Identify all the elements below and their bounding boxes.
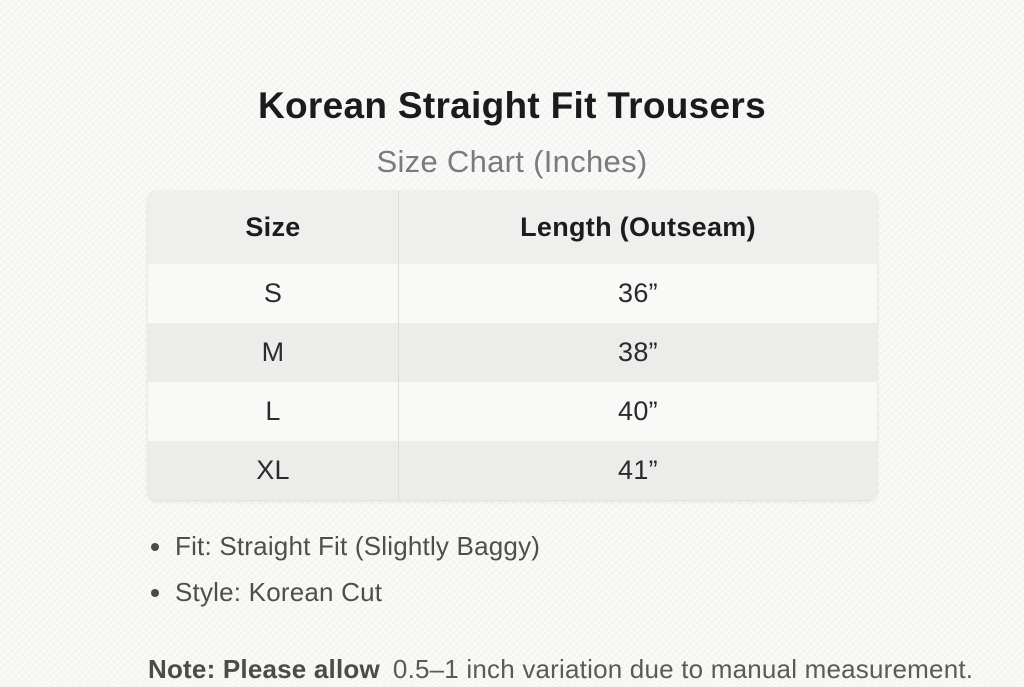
bullet-icon <box>151 589 159 597</box>
size-cell: XL <box>148 441 399 500</box>
page-subtitle: Size Chart (Inches) <box>376 143 648 179</box>
length-cell: 38” <box>618 337 658 367</box>
table-row: XL 41” <box>148 441 877 500</box>
bullet-icon <box>151 543 159 551</box>
style-detail-label: Style: Korean Cut <box>175 576 383 607</box>
fit-detail-label: Fit: Straight Fit (Slightly Baggy) <box>175 530 541 561</box>
table-row: S 36” <box>148 264 877 323</box>
note-text: 0.5–1 inch variation due to manual measu… <box>392 654 974 684</box>
length-cell: 41” <box>618 455 658 485</box>
column-header-size: Size <box>148 191 399 264</box>
detail-bullets: Fit: Straight Fit (Slightly Baggy) Style… <box>148 529 540 621</box>
size-cell: S <box>148 264 399 323</box>
table-header-row: Size Length (Outseam) <box>148 191 877 264</box>
table-row: M 38” <box>148 323 877 382</box>
note-label: Note: Please allow <box>148 654 380 684</box>
size-cell: L <box>148 382 399 441</box>
size-table: Size Length (Outseam) S 36” M 38” L 40” … <box>148 191 877 500</box>
list-item: Style: Korean Cut <box>148 575 540 609</box>
length-cell: 40” <box>618 396 658 426</box>
size-cell: M <box>148 323 399 382</box>
table-row: L 40” <box>148 382 877 441</box>
measurement-note: Note: Please allow 0.5–1 inch variation d… <box>148 651 973 687</box>
list-item: Fit: Straight Fit (Slightly Baggy) <box>148 529 540 563</box>
page-title: Korean Straight Fit Trousers <box>258 84 766 126</box>
column-header-length: Length (Outseam) <box>520 212 756 242</box>
length-cell: 36” <box>618 278 658 308</box>
